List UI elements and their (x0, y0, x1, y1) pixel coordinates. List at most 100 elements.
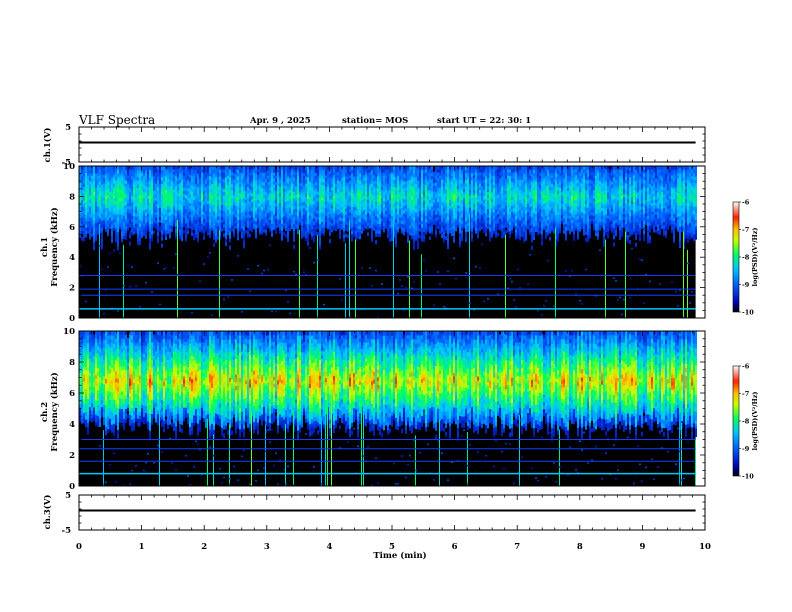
spectrogram-cell (175, 202, 177, 207)
spectrogram-cell (517, 197, 519, 201)
spectrogram-cell (311, 179, 313, 184)
spectrogram-cell (167, 184, 169, 189)
spectrogram-cell (413, 220, 415, 225)
spectrogram-cell (429, 192, 431, 197)
spectrogram-cell (511, 190, 513, 194)
spectrogram-cell (389, 200, 391, 205)
spectrogram-cell (137, 223, 139, 228)
spectrogram-cell (189, 199, 191, 204)
spectrogram-cell (409, 218, 411, 223)
spectrogram-cell (233, 191, 235, 196)
spectrogram-cell (471, 237, 473, 242)
spectrogram-cell (269, 180, 271, 185)
spectrogram-cell (237, 196, 239, 201)
spectrogram-cell (225, 169, 227, 174)
spectrogram-cell (293, 208, 295, 214)
spectrogram-cell (255, 214, 257, 218)
spectrogram-cell (485, 194, 487, 199)
spectrogram-speckle (117, 310, 119, 312)
spectrogram-cell (119, 197, 121, 201)
spectrogram-cell (435, 166, 437, 170)
spectrogram-cell (165, 226, 167, 231)
spectrogram-cell (245, 178, 247, 182)
spectrogram-cell (499, 212, 501, 217)
spectrogram-cell (463, 202, 465, 207)
spectrogram-cell (497, 197, 499, 202)
spectrogram-cell (249, 191, 251, 196)
spectrogram-cell (343, 172, 345, 177)
spectrogram-cell (243, 198, 245, 203)
spectrogram-cell (227, 222, 229, 226)
spectrogram-cell (397, 175, 399, 179)
spectrogram-cell (257, 168, 259, 173)
spectrogram-cell (293, 237, 295, 242)
spectrogram-cell (179, 209, 181, 213)
spectrogram-cell (475, 187, 477, 191)
spectrogram-cell (479, 168, 481, 173)
spectrogram-cell (171, 189, 173, 194)
spectrogram-cell (355, 169, 357, 174)
spectrogram-cell (377, 169, 379, 173)
spectrogram-cell (485, 169, 487, 173)
spectrogram-cell (501, 213, 503, 218)
spectrogram-cell (215, 169, 217, 174)
spectrogram-cell (405, 186, 407, 191)
spectrogram-cell (235, 194, 237, 198)
spectrogram-cell (199, 204, 201, 209)
spectrogram-cell (125, 228, 127, 233)
spectrogram-cell (285, 182, 287, 186)
spectrogram-cell (331, 180, 333, 185)
spectrogram-cell (197, 176, 199, 181)
spectrogram-cell (145, 202, 147, 206)
spectrogram-cell (313, 203, 315, 208)
spectrogram-cell (251, 204, 253, 209)
spectrogram-cell (243, 233, 245, 238)
spectrogram-streak (317, 235, 318, 318)
spectrogram-cell (87, 166, 89, 170)
spectrogram-cell (277, 207, 279, 211)
spectrogram-cell (165, 216, 167, 220)
spectrogram-cell (307, 227, 309, 232)
spectrogram-cell (117, 217, 119, 222)
spectrogram-cell (251, 207, 253, 212)
spectrogram-cell (119, 168, 121, 173)
spectrogram-cell (315, 191, 317, 195)
spectrogram-cell (391, 222, 393, 227)
spectrogram-cell (501, 189, 503, 194)
spectrogram-cell (93, 245, 95, 250)
spectrogram-cell (301, 215, 303, 219)
spectrogram-cell (405, 180, 407, 185)
spectrogram-cell (251, 168, 253, 173)
spectrogram-cell (361, 224, 363, 228)
spectrogram-cell (437, 198, 439, 203)
spectrogram-cell (129, 191, 131, 196)
spectrogram-cell (167, 230, 169, 235)
spectrogram-cell (511, 217, 513, 222)
spectrogram-cell (491, 172, 493, 177)
spectrogram-cell (141, 175, 143, 180)
spectrogram-cell (421, 193, 423, 198)
spectrogram-cell (497, 200, 499, 205)
spectrogram-cell (129, 216, 131, 221)
spectrogram-cell (523, 227, 525, 232)
spectrogram-cell (475, 208, 477, 213)
spectrogram-cell (487, 205, 489, 210)
spectrogram-cell (467, 198, 469, 203)
spectrogram-cell (143, 188, 145, 192)
spectrogram-cell (469, 180, 471, 185)
spectrogram-cell (157, 172, 159, 177)
spectrogram-cell (275, 169, 277, 173)
spectrogram-cell (329, 191, 331, 196)
spectrogram-cell (201, 169, 203, 173)
spectrogram-cell (153, 181, 155, 185)
spectrogram-cell (317, 194, 319, 198)
spectrogram-cell (417, 169, 419, 174)
spectrogram-cell (179, 232, 181, 237)
spectrogram-cell (329, 228, 331, 233)
spectrogram-cell (103, 203, 105, 207)
spectrogram-cell (95, 194, 97, 199)
spectrogram-cell (107, 219, 109, 224)
spectrogram-cell (307, 194, 309, 199)
spectrogram-cell (453, 169, 455, 174)
spectrogram-cell (501, 200, 503, 205)
